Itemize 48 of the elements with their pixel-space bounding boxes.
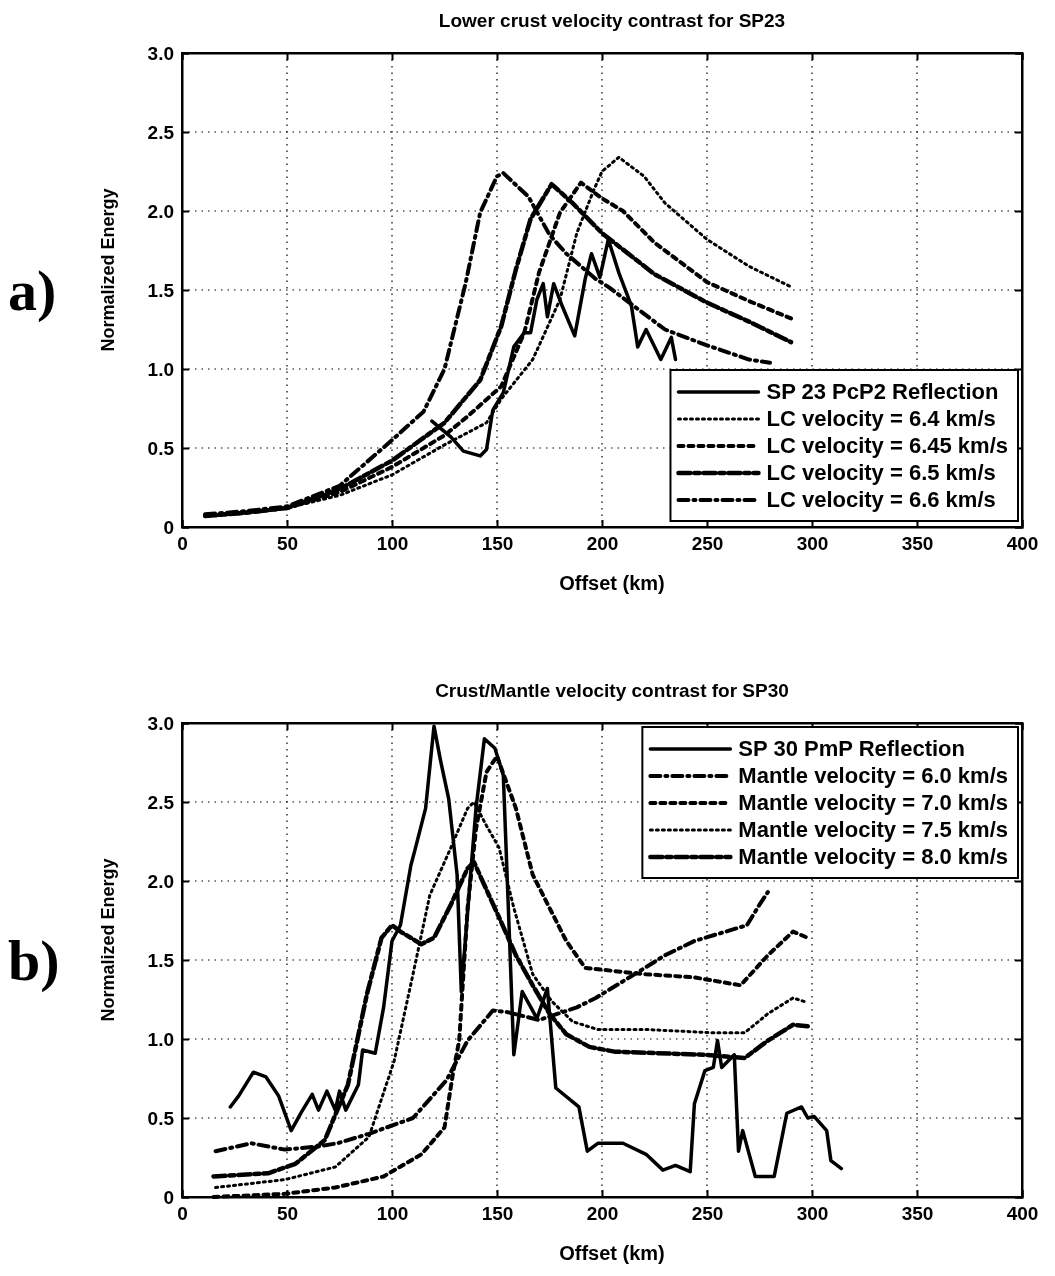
- x-tick-label: 150: [481, 533, 514, 555]
- y-tick-label: 3.0: [147, 712, 174, 734]
- x-tick-label: 300: [796, 533, 829, 555]
- x-tick-label: 50: [276, 1203, 299, 1225]
- x-tick-label: 300: [796, 1203, 829, 1225]
- legend-label: LC velocity = 6.6 km/s: [766, 487, 996, 512]
- x-axis-title: Offset (km): [559, 572, 665, 594]
- x-tick-label: 350: [901, 1203, 934, 1225]
- y-axis-title: Normalized Energy: [98, 188, 118, 352]
- x-tick-label: 150: [481, 1203, 514, 1225]
- x-tick-label: 350: [901, 533, 934, 555]
- legend-label: Mantle velocity = 7.0 km/s: [738, 790, 1008, 815]
- x-tick-label: 50: [276, 533, 299, 555]
- legend-label: Mantle velocity = 8.0 km/s: [738, 844, 1008, 869]
- x-tick-label: 200: [586, 533, 619, 555]
- chart-title: Lower crust velocity contrast for SP23: [438, 10, 786, 31]
- y-tick-label: 1.5: [147, 279, 175, 301]
- x-axis-title: Offset (km): [559, 1242, 665, 1264]
- y-tick-label: 0: [163, 516, 174, 538]
- y-tick-label: 0.5: [147, 1107, 175, 1129]
- chart-title: Crust/Mantle velocity contrast for SP30: [435, 680, 789, 701]
- x-tick-label: 100: [376, 1203, 409, 1225]
- legend-label: SP 23 PcP2 Reflection: [766, 379, 999, 404]
- y-tick-label: 0.5: [147, 437, 175, 459]
- x-tick-label: 200: [586, 1203, 619, 1225]
- x-tick-label: 250: [691, 1203, 724, 1225]
- y-tick-label: 3.0: [147, 42, 174, 64]
- x-tick-label: 250: [691, 533, 724, 555]
- legend-label: Mantle velocity = 7.5 km/s: [738, 817, 1008, 842]
- legend-label: LC velocity = 6.4 km/s: [766, 406, 996, 431]
- x-tick-label: 400: [1006, 1203, 1039, 1225]
- y-tick-label: 0: [163, 1186, 174, 1208]
- y-tick-label: 2.5: [147, 121, 175, 143]
- text: b): [8, 928, 60, 993]
- y-tick-label: 1.0: [147, 1028, 174, 1050]
- legend-label: SP 30 PmP Reflection: [738, 736, 965, 761]
- legend-label: Mantle velocity = 6.0 km/s: [738, 763, 1008, 788]
- text: a): [8, 258, 57, 323]
- y-tick-label: 1.0: [147, 358, 174, 380]
- legend-label: LC velocity = 6.45 km/s: [766, 433, 1008, 458]
- x-tick-label: 100: [376, 533, 409, 555]
- y-axis-title: Normalized Energy: [98, 858, 118, 1022]
- x-tick-label: 400: [1006, 533, 1039, 555]
- y-tick-label: 2.5: [147, 791, 175, 813]
- y-tick-label: 2.0: [147, 870, 174, 892]
- y-tick-label: 1.5: [147, 949, 175, 971]
- y-tick-label: 2.0: [147, 200, 174, 222]
- legend-label: LC velocity = 6.5 km/s: [766, 460, 996, 485]
